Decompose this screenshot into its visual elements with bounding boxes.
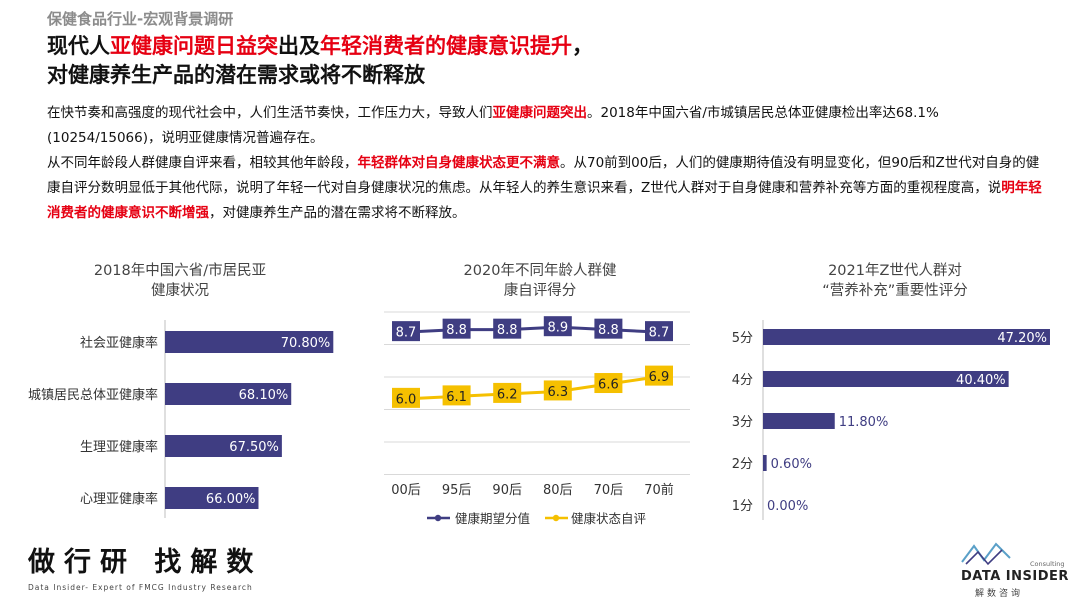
data-label: 67.50% bbox=[229, 440, 279, 455]
bar bbox=[763, 455, 767, 471]
headline-seg: ， bbox=[572, 34, 593, 58]
headline-seg: 出及 bbox=[278, 34, 320, 58]
data-label: 0.60% bbox=[771, 457, 812, 472]
legend-marker bbox=[434, 514, 442, 522]
footer-slogan: 做行研 找解数 bbox=[28, 547, 263, 578]
category-label: 城镇居民总体亚健康率 bbox=[28, 387, 158, 403]
category-label: 1分 bbox=[732, 499, 753, 514]
bar bbox=[165, 487, 259, 509]
data-label-box bbox=[543, 380, 572, 401]
category-label: 心理亚健康率 bbox=[80, 491, 158, 507]
data-label: 70.80% bbox=[281, 336, 331, 351]
data-label-box bbox=[493, 318, 522, 339]
x-tick-label: 00后 bbox=[391, 483, 421, 498]
paragraph-1: 在快节奏和高强度的现代社会中，人们生活节奏快，工作压力大，导致人们亚健康问题突出… bbox=[47, 101, 1047, 151]
data-label: 6.6 bbox=[598, 378, 619, 393]
logo-chinese-name: 解数咨询 bbox=[975, 589, 1024, 599]
data-label: 6.1 bbox=[446, 390, 467, 405]
data-label: 40.40% bbox=[956, 373, 1006, 388]
highlight-text: 明年轻消费者的健康意识不断增强 bbox=[47, 180, 1042, 221]
category-label: 社会亚健康率 bbox=[80, 335, 158, 351]
category-label: 生理亚健康率 bbox=[80, 439, 158, 455]
data-label: 8.8 bbox=[598, 323, 619, 338]
data-label: 8.7 bbox=[396, 326, 417, 341]
data-label: 68.10% bbox=[239, 388, 289, 403]
text-span: 。从70前到00后，人们的健康期待值没有明显变化，但90后和Z世代对自身的健康自… bbox=[47, 155, 1040, 196]
bar bbox=[763, 329, 1050, 345]
chart-title-line: 健康状况 bbox=[151, 283, 209, 299]
data-label-box bbox=[543, 316, 572, 337]
data-label-box bbox=[442, 385, 471, 406]
data-label: 6.2 bbox=[497, 387, 518, 402]
highlight-text: 亚健康问题突出 bbox=[492, 105, 588, 121]
data-label-box bbox=[392, 321, 420, 342]
chart-title-line: 2020年不同年龄人群健 bbox=[463, 263, 617, 279]
chart-title-line: 2021年Z世代人群对 bbox=[828, 263, 962, 279]
category-label: 2分 bbox=[732, 457, 753, 472]
data-label-box bbox=[645, 321, 673, 342]
logo-name: DATA INSIDER bbox=[961, 569, 1069, 584]
data-label: 11.80% bbox=[839, 415, 889, 430]
text-span: 。2018年中国六省/市城镇居民总体亚健康检出率达68.1%(10254/150… bbox=[47, 105, 939, 146]
data-label-box bbox=[442, 318, 471, 339]
footer-tagline: Data Insider- Expert of FMCG Industry Re… bbox=[28, 583, 253, 592]
data-label-box bbox=[594, 318, 623, 339]
data-label: 47.20% bbox=[997, 331, 1047, 346]
category-label: 3分 bbox=[732, 415, 753, 430]
text-span: 从不同年龄段人群健康自评来看，相较其他年龄段， bbox=[47, 155, 358, 171]
data-label-box bbox=[645, 365, 673, 386]
category-label: 4分 bbox=[732, 373, 753, 388]
data-label: 8.9 bbox=[547, 321, 568, 336]
bar bbox=[165, 331, 334, 353]
data-label: 66.00% bbox=[206, 492, 256, 507]
highlight-text: 年轻群体对自身健康状态更不满意 bbox=[357, 155, 561, 171]
headline-seg: 现代人 bbox=[47, 34, 110, 58]
headline-line-2: 对健康养生产品的潜在需求或将不断释放 bbox=[47, 63, 425, 87]
paragraph-2: 从不同年龄段人群健康自评来看，相较其他年龄段，年轻群体对自身健康状态更不满意。从… bbox=[47, 151, 1047, 226]
page-kicker: 保健食品行业-宏观背景调研 bbox=[47, 10, 234, 28]
data-label-box bbox=[594, 373, 623, 394]
chart-title-line: 2018年中国六省/市居民亚 bbox=[93, 263, 267, 279]
legend-label: 健康状态自评 bbox=[571, 511, 646, 526]
x-tick-label: 90后 bbox=[492, 483, 522, 498]
data-insider-logo-icon bbox=[961, 542, 1011, 566]
text-span: ，对健康养生产品的潜在需求将不断释放。 bbox=[209, 205, 466, 221]
headline: 现代人亚健康问题日益突出及年轻消费者的健康意识提升， 对健康养生产品的潜在需求或… bbox=[47, 32, 593, 90]
data-label: 6.0 bbox=[396, 392, 417, 407]
legend-marker bbox=[552, 514, 560, 522]
x-tick-label: 70后 bbox=[594, 483, 624, 498]
headline-seg: 亚健康问题日益突 bbox=[110, 34, 278, 58]
chart-2-title: 2020年不同年龄人群健 康自评得分 bbox=[400, 261, 680, 301]
logo-tag: Consulting bbox=[1030, 560, 1065, 568]
data-label: 6.9 bbox=[649, 370, 670, 385]
text-span: 在快节奏和高强度的现代社会中，人们生活节奏快，工作压力大，导致人们 bbox=[47, 105, 493, 121]
bar bbox=[763, 371, 1009, 387]
bar bbox=[165, 383, 292, 405]
chart-1-title: 2018年中国六省/市居民亚 健康状况 bbox=[40, 261, 320, 301]
x-tick-label: 70前 bbox=[644, 482, 674, 498]
data-label: 6.3 bbox=[547, 385, 568, 400]
chart-title-line: 康自评得分 bbox=[503, 283, 577, 299]
data-label-box bbox=[493, 382, 522, 403]
body-text: 在快节奏和高强度的现代社会中，人们生活节奏快，工作压力大，导致人们亚健康问题突出… bbox=[47, 101, 1047, 226]
legend-label: 健康期望分值 bbox=[455, 511, 530, 526]
data-label: 8.8 bbox=[497, 323, 518, 338]
x-tick-label: 95后 bbox=[442, 483, 472, 498]
bar bbox=[165, 435, 282, 457]
data-label: 8.8 bbox=[446, 323, 467, 338]
x-tick-label: 80后 bbox=[543, 483, 573, 498]
category-label: 5分 bbox=[732, 331, 753, 346]
chart-title-line: “营养补充”重要性评分 bbox=[822, 283, 968, 299]
bar bbox=[763, 413, 835, 429]
data-label-box bbox=[392, 387, 420, 408]
headline-seg: 年轻消费者的健康意识提升 bbox=[320, 34, 572, 58]
headline-line-1: 现代人亚健康问题日益突出及年轻消费者的健康意识提升， bbox=[47, 32, 593, 61]
chart-3-title: 2021年Z世代人群对 “营养补充”重要性评分 bbox=[760, 261, 1030, 301]
data-label: 8.7 bbox=[649, 326, 670, 341]
data-label: 0.00% bbox=[767, 499, 808, 514]
